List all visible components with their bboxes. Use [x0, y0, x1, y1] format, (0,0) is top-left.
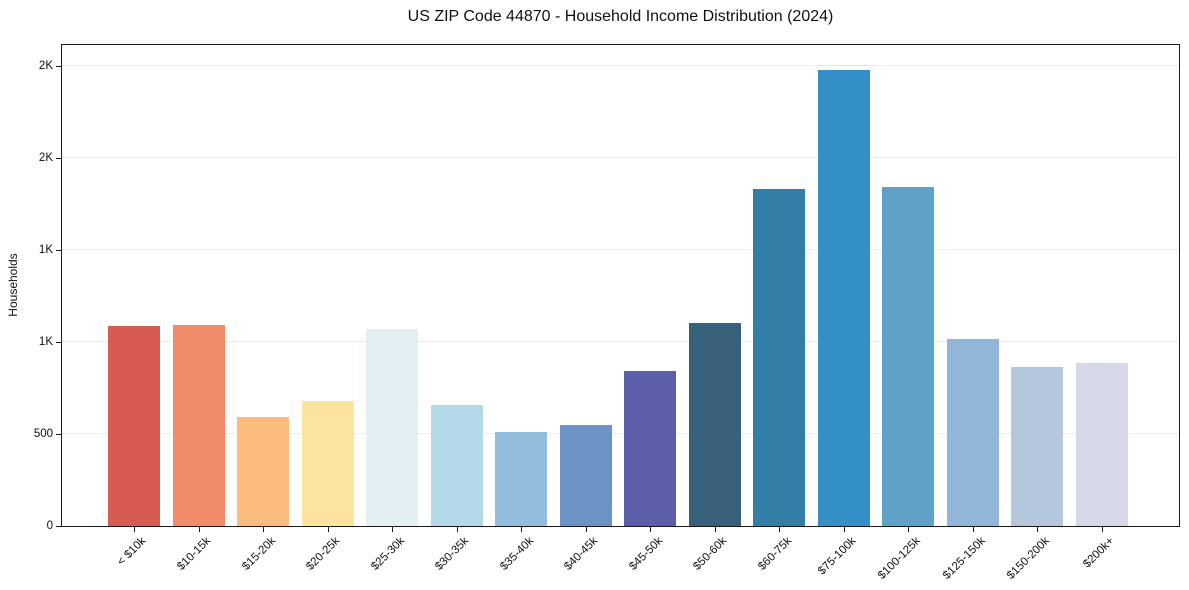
x-tick-label: < $10k	[115, 535, 149, 569]
x-tick-mark	[585, 527, 587, 532]
bar-4	[366, 329, 419, 526]
bar-1	[172, 325, 225, 526]
x-tick-mark	[521, 527, 523, 532]
gridline	[62, 249, 1179, 250]
bar-9	[688, 323, 741, 526]
y-tick-mark	[56, 249, 61, 251]
y-tick-label: 1K	[38, 243, 53, 256]
x-axis-ticks: < $10k $10-15k $15-20k $20-25k $25-30k $30-35…	[61, 528, 1180, 590]
x-tick-mark	[456, 527, 458, 532]
x-tick-label: $30-35k	[433, 535, 472, 573]
gridline	[62, 341, 1179, 342]
gridline	[62, 156, 1179, 158]
y-tick-mark	[56, 526, 61, 527]
x-tick-mark	[1037, 527, 1039, 532]
bar-8	[624, 371, 677, 526]
bar-11	[817, 70, 870, 526]
bar-7	[559, 425, 612, 526]
y-tick-label: 2K	[38, 59, 53, 72]
x-tick-label: $50-60k	[691, 535, 730, 573]
bar-2	[237, 417, 290, 526]
bar-10	[753, 189, 806, 526]
y-tick-mark	[56, 433, 61, 435]
gridline	[62, 433, 1179, 434]
bar-0	[108, 326, 160, 526]
x-tick-label: $20-25k	[304, 535, 343, 573]
x-tick-mark	[908, 527, 910, 532]
x-tick-label: $100-125k	[875, 535, 923, 582]
bar-13	[946, 339, 999, 526]
x-tick-mark	[392, 527, 394, 532]
x-tick-label: $200k+	[1081, 535, 1117, 571]
y-tick-label: 0	[46, 520, 53, 532]
x-tick-label: $25-30k	[368, 535, 407, 573]
gridline	[62, 64, 1179, 66]
y-tick-mark	[56, 341, 61, 343]
x-tick-label: $15-20k	[239, 535, 278, 573]
x-tick-mark	[327, 527, 329, 532]
x-tick-mark	[198, 527, 200, 532]
x-tick-mark	[714, 527, 716, 532]
y-tick-label: 2K	[38, 151, 53, 164]
x-tick-label: $35-40k	[497, 535, 536, 573]
x-tick-mark	[650, 527, 652, 532]
x-tick-label: $75-100k	[815, 535, 859, 578]
y-tick-mark	[56, 157, 61, 159]
y-tick-label: 1K	[38, 335, 53, 348]
y-tick-mark	[56, 65, 61, 67]
chart-title: US ZIP Code 44870 - Household Income Dis…	[407, 8, 834, 25]
plot-area	[61, 44, 1180, 527]
y-axis-label: Households	[6, 253, 20, 317]
x-tick-label: $125-150k	[940, 535, 988, 582]
x-tick-label: $150-200k	[1004, 535, 1052, 582]
x-tick-label: $60-75k	[755, 535, 794, 573]
bar-6	[495, 432, 548, 526]
bar-15	[1075, 363, 1128, 526]
bar-12	[882, 187, 935, 526]
x-tick-label: $45-50k	[626, 535, 665, 573]
bar-14	[1011, 367, 1064, 526]
bar-5	[430, 405, 483, 526]
x-tick-mark	[972, 527, 974, 532]
x-tick-mark	[843, 527, 845, 532]
bar-3	[301, 401, 354, 526]
x-tick-label: $10-15k	[175, 535, 214, 573]
x-tick-mark	[779, 527, 781, 532]
x-tick-mark	[1101, 527, 1103, 532]
y-tick-label: 500	[33, 427, 53, 440]
x-tick-mark	[134, 527, 135, 532]
x-tick-label: $40-45k	[562, 535, 601, 573]
x-tick-mark	[263, 527, 265, 532]
plot-inner	[62, 45, 1179, 526]
